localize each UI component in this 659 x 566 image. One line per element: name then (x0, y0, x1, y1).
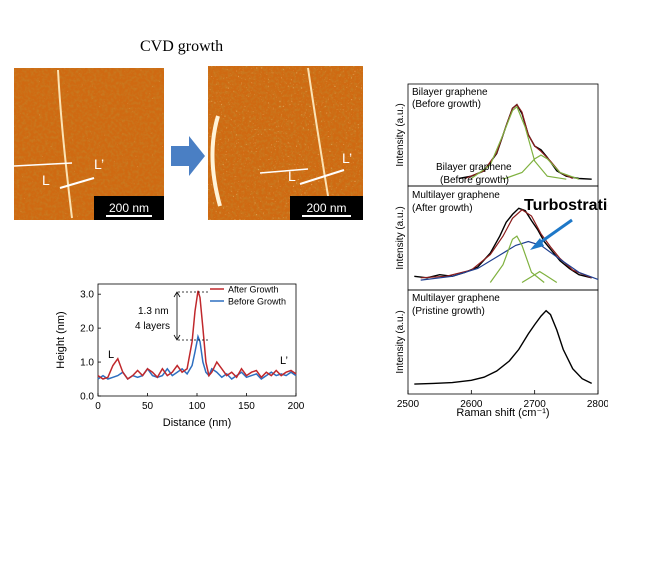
legend-entry: After Growth (228, 285, 279, 295)
profile-marker-l: L (108, 349, 114, 361)
afm-image-after: L L’ 200 nm (208, 66, 363, 220)
raman-panel-frame (407, 289, 599, 395)
afm-marker-l: L (288, 168, 296, 184)
raman-spectrum-fit (420, 240, 599, 281)
raman-panel2-label: Multilayer graphene (412, 190, 500, 201)
raman-spectrum-data (414, 309, 593, 385)
x-tick-label: 2700 (524, 399, 547, 410)
scale-bar-line (302, 215, 351, 217)
y-tick-label: 0.0 (80, 392, 94, 403)
height-profile-chart: 0 50 100 150 200 0.0 1.0 2.0 3.0 Distance (nm) Hei… (55, 283, 305, 429)
x-tick-label: 150 (238, 401, 255, 412)
raman-spectrum-fit (489, 235, 545, 283)
raman-panel1-inner-sublabel: (Before growth) (440, 175, 509, 186)
raman-panel3-sublabel: (Pristine growth) (412, 306, 485, 317)
afm-image-before: L L’ 200 nm (14, 68, 164, 220)
raman-spectra-chart: Intensity (a.u.) Intensity (a.u.) Intensit… (395, 83, 608, 419)
annotation-height: 1.3 nm (138, 306, 169, 317)
x-tick-label: 2800 (587, 399, 608, 410)
afm-marker-lprime: L’ (342, 150, 353, 166)
scale-bar: 200 nm (94, 196, 164, 220)
profile-marker-lprime: L’ (280, 355, 288, 367)
legend-entry: Before Growth (228, 297, 286, 307)
graphene-edge-line (57, 69, 73, 219)
height-chart-series (97, 290, 297, 381)
y-tick-label: 1.0 (80, 358, 94, 369)
raman-spectrum-fit (464, 103, 573, 180)
raman-panel3-label: Multilayer graphene (412, 293, 500, 304)
scan-line (14, 162, 73, 167)
raman-panel2-sublabel: (After growth) (412, 203, 473, 214)
afm-before-texture (14, 68, 164, 220)
raman-panel1-inner-label: Bilayer graphene (436, 162, 512, 173)
x-axis-label: Raman shift (cm⁻¹) (456, 407, 549, 419)
height-annotation: 1.3 nm 4 layers (135, 291, 208, 341)
raman-series (414, 103, 599, 385)
scan-line (259, 168, 309, 174)
scale-bar-label: 200 nm (306, 201, 347, 215)
x-tick-label: 100 (189, 401, 206, 412)
x-tick-label: 200 (288, 401, 305, 412)
series-line-before-growth (97, 333, 297, 381)
scale-bar: 200 nm (290, 196, 363, 220)
afm-marker-l: L (42, 172, 50, 188)
height-chart-legend: After Growth Before Growth (210, 285, 286, 307)
x-tick-label: 0 (95, 401, 101, 412)
raman-spectrum-fit (521, 270, 558, 284)
raman-spectrum-fit (502, 154, 580, 180)
x-tick-label: 2500 (397, 399, 420, 410)
y-tick-label: 3.0 (80, 290, 94, 301)
y-axis-label: Intensity (a.u.) (395, 206, 406, 269)
y-axis-label: Height (nm) (55, 311, 67, 368)
x-tick-label: 2600 (460, 399, 483, 410)
y-axis-label: Intensity (a.u.) (395, 103, 406, 166)
height-chart-axes: 0 50 100 150 200 0.0 1.0 2.0 3.0 Distance (nm) Hei… (55, 283, 305, 429)
raman-panel1-label: Bilayer graphene (412, 87, 488, 98)
figure-title: CVD growth (140, 38, 224, 55)
right-arrow-icon (171, 136, 205, 176)
profile-line (59, 177, 95, 189)
x-axis-label: Distance (nm) (163, 417, 231, 429)
scale-bar-line (106, 215, 152, 217)
y-tick-label: 2.0 (80, 324, 94, 335)
annotation-layers: 4 layers (135, 321, 170, 332)
raman-panel1-sublabel: (Before growth) (412, 99, 481, 110)
raman-frame: Intensity (a.u.) Intensity (a.u.) Intensit… (395, 83, 608, 419)
x-tick-label: 50 (142, 401, 154, 412)
scale-bar-label: 200 nm (108, 201, 150, 215)
raman-spectrum-data (414, 207, 592, 279)
turbostratic-arrow-icon (530, 218, 573, 250)
series-line-after-growth (97, 290, 297, 381)
turbostratic-annotation: Turbostratic (524, 197, 608, 214)
raman-spectrum-fit (420, 209, 592, 279)
raman-spectrum-fit (470, 105, 567, 180)
edge-growth-line (210, 115, 222, 207)
afm-marker-lprime: L’ (94, 156, 105, 172)
y-axis-label: Intensity (a.u.) (395, 310, 406, 373)
profile-line (299, 169, 345, 185)
